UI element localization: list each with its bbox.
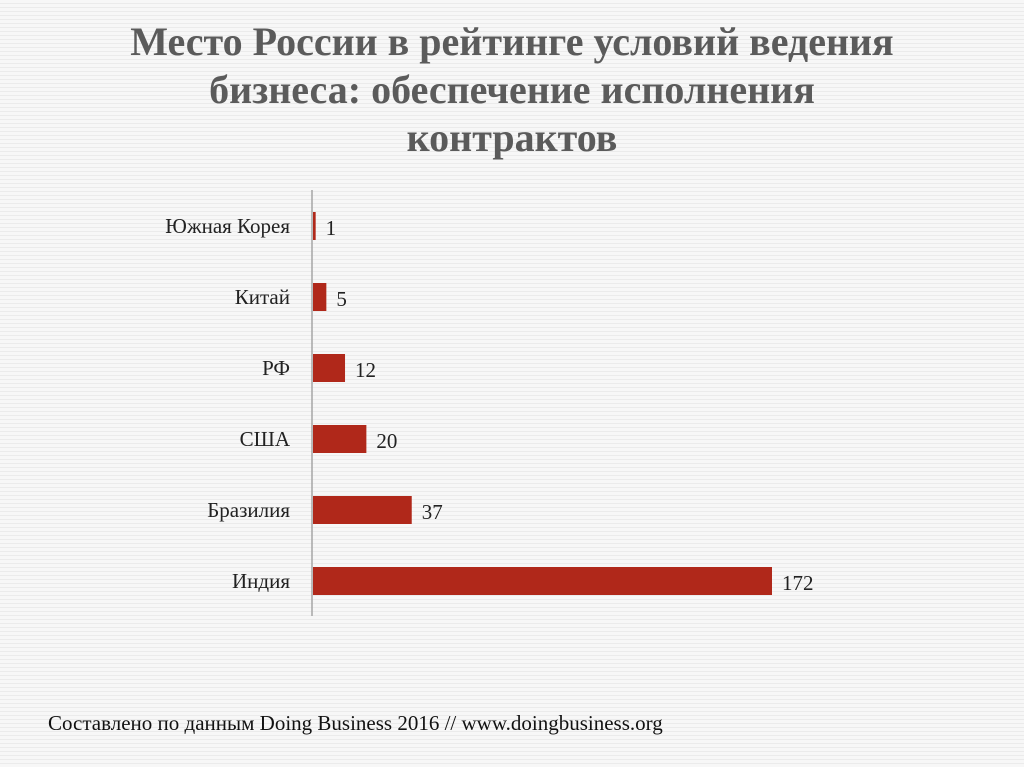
category-label-6: Индия — [232, 569, 290, 593]
category-label-2: Китай — [235, 285, 290, 309]
slide-title-line-3: контрактов — [406, 115, 618, 160]
value-label-6: 172 — [782, 571, 814, 595]
slide-title-line-1: Место России в рейтинге условий ведения — [130, 19, 894, 64]
bar-4 — [313, 425, 367, 453]
category-label-1: Южная Корея — [165, 214, 290, 238]
value-label-3: 12 — [355, 358, 376, 382]
slide-title-line-2: бизнеса: обеспечение исполнения — [209, 67, 815, 112]
value-label-2: 5 — [336, 287, 347, 311]
category-label-5: Бразилия — [207, 498, 290, 522]
bar-1 — [313, 212, 316, 240]
category-labels: Южная Корея Китай РФ США Бразилия Индия — [165, 214, 291, 593]
value-labels: 1 5 12 20 37 172 — [326, 216, 814, 595]
category-label-4: США — [240, 427, 291, 451]
source-note: Составлено по данным Doing Business 2016… — [48, 711, 663, 735]
bar-5 — [313, 496, 412, 524]
chart-bars — [313, 212, 772, 595]
value-label-1: 1 — [326, 216, 337, 240]
bar-2 — [313, 283, 327, 311]
bar-6 — [313, 567, 772, 595]
slide-title: Место России в рейтинге условий ведения … — [0, 18, 1024, 162]
value-label-5: 37 — [422, 500, 443, 524]
category-label-3: РФ — [262, 356, 290, 380]
bar-3 — [313, 354, 346, 382]
value-label-4: 20 — [376, 429, 397, 453]
